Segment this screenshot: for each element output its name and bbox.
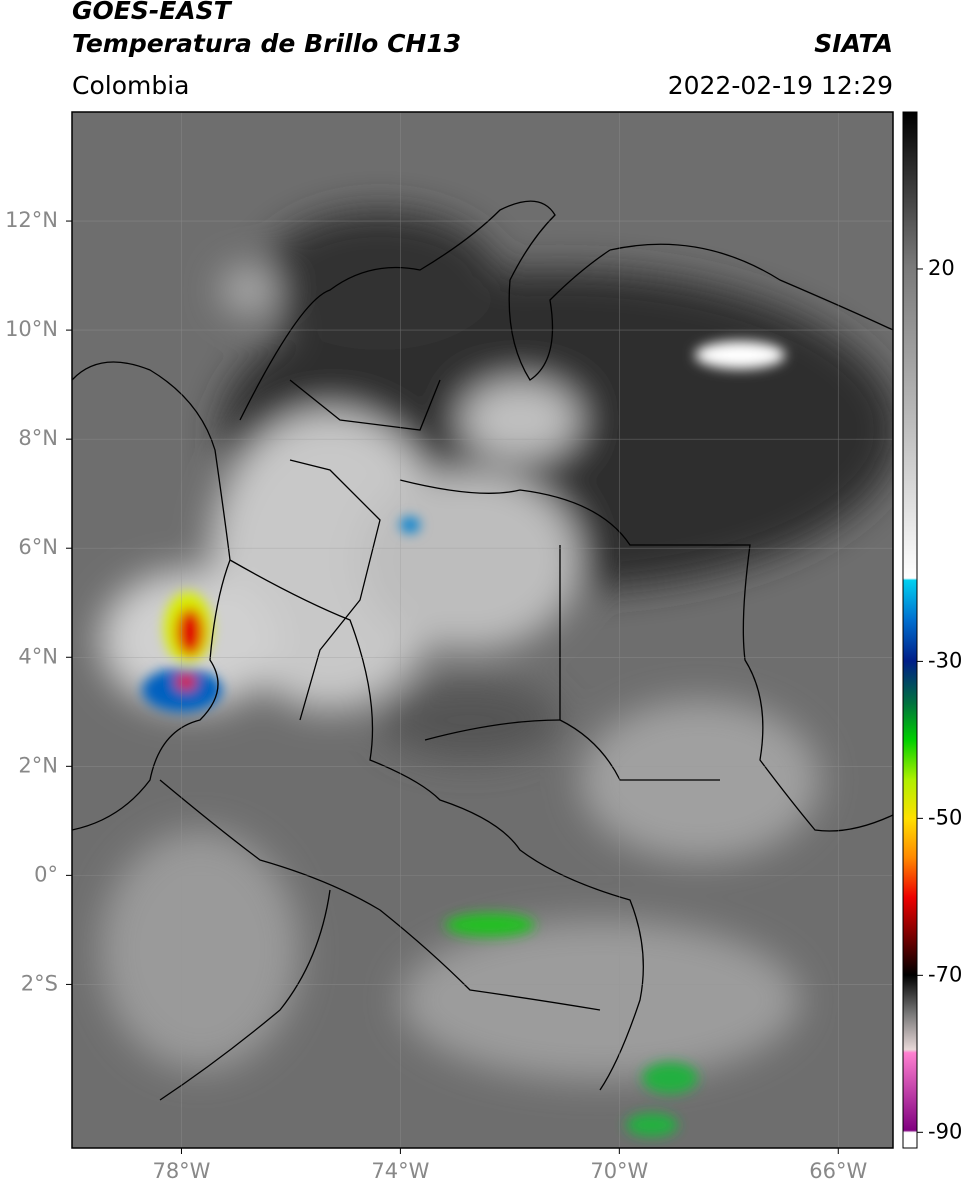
lat-tick-label: 12°N	[5, 208, 58, 232]
lat-tick-label: 4°N	[18, 644, 58, 668]
map-frame	[71, 111, 894, 1149]
title: GOES-EAST	[72, 0, 233, 25]
satellite-image	[72, 112, 893, 1148]
lon-tick-label: 66°W	[809, 1159, 867, 1183]
colorbar-tick-label: -30	[928, 648, 962, 672]
colorbar-tick-label: -50	[928, 805, 962, 829]
lat-tick-label: 6°N	[18, 535, 58, 559]
lat-tick-label: 10°N	[5, 317, 58, 341]
lat-tick-label: 2°S	[21, 971, 58, 995]
colorbar-tick-label: 20	[928, 256, 955, 280]
colorbar	[902, 111, 918, 1149]
lon-tick-label: 78°W	[152, 1159, 210, 1183]
lat-tick-label: 8°N	[18, 426, 58, 450]
colorbar-tick-label: -90	[928, 1119, 962, 1143]
lon-tick-label: 70°W	[590, 1159, 648, 1183]
lon-tick-label: 74°W	[371, 1159, 429, 1183]
lat-tick-label: 0°	[34, 862, 58, 886]
lat-tick-label: 2°N	[18, 753, 58, 777]
subtitle: Temperatura de Brillo CH13	[72, 29, 461, 58]
colorbar-tick-label: -70	[928, 962, 962, 986]
datetime: 2022-02-19 12:29	[668, 71, 893, 100]
region: Colombia	[72, 71, 189, 100]
source: SIATA	[814, 29, 893, 58]
